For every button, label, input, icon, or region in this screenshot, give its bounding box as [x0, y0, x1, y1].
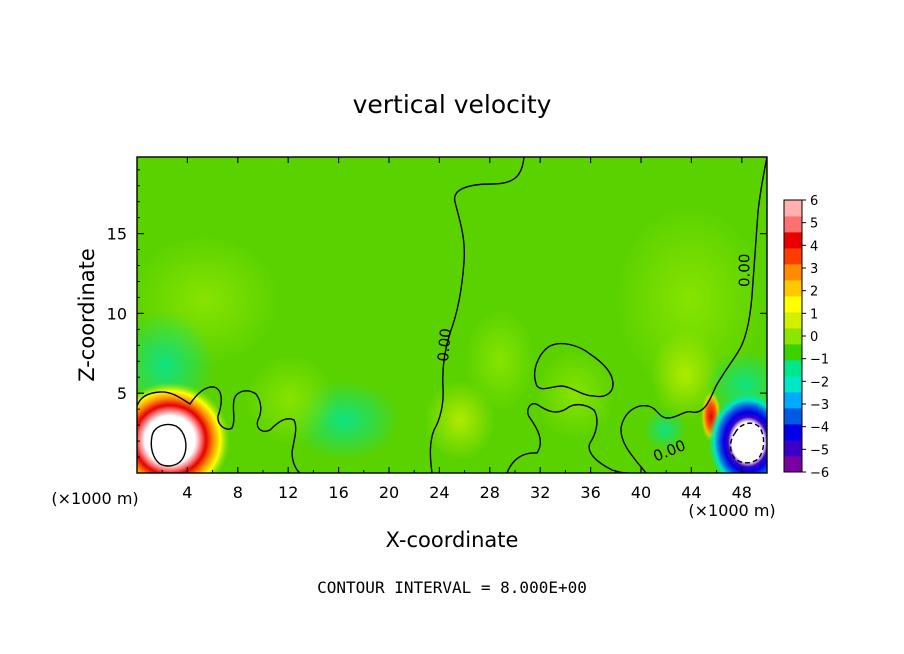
x-tick-label: 24	[429, 483, 449, 502]
field-blob	[245, 355, 335, 445]
chart-title: vertical velocity	[353, 90, 552, 119]
colorbar-segment	[784, 200, 802, 217]
y-axis-title: Z-coordinate	[75, 248, 99, 382]
contour-label: 0.00	[735, 254, 753, 287]
x-tick-label: 48	[732, 483, 752, 502]
y-tick-label: 15	[107, 225, 127, 244]
plot-area	[137, 157, 767, 473]
field-blob	[535, 350, 615, 440]
x-tick-label: 20	[379, 483, 399, 502]
zero-contour-left	[137, 386, 301, 473]
colorbar-tick-label: −1	[810, 353, 829, 368]
contour-interval-label: CONTOUR INTERVAL = 8.000E+00	[317, 578, 587, 597]
colorbar-segment	[784, 280, 802, 297]
colorbar: 6 5 4 3 2 1 0 −1 −2 −3 −4 −5 −6	[783, 194, 829, 481]
colorbar-segment	[784, 408, 802, 425]
colorbar-tick-label: 5	[810, 217, 818, 232]
zero-contour-right	[620, 157, 767, 473]
colorbar-segment	[784, 440, 802, 457]
y-tick-label: 10	[107, 304, 127, 323]
colorbar-tick-label: −6	[810, 466, 829, 481]
colorbar-segment	[784, 216, 802, 233]
zero-contour-middle	[506, 403, 629, 473]
contour-lines	[137, 157, 767, 473]
colorbar-segment	[784, 312, 802, 329]
downdraft-right	[708, 392, 767, 473]
colorbar-tick-label: −5	[810, 443, 829, 458]
field-blob	[465, 310, 535, 410]
colorbar-tick-label: −3	[810, 398, 829, 413]
x-tick-label: 40	[631, 483, 651, 502]
colorbar-tick-label: 0	[810, 330, 818, 345]
x-axis-ticks: 4 8 12 16 20 24 28 32 36 40 44 48	[161, 157, 768, 502]
y-unit-label: (×1000 m)	[51, 489, 138, 508]
y-axis-ticks: 5 10 15	[107, 169, 767, 458]
colorbar-tick-label: 1	[810, 307, 818, 322]
colorbar-segment	[784, 360, 802, 377]
colorbar-segment	[784, 328, 802, 345]
inner-contour-right	[729, 422, 765, 464]
x-axis-title: X-coordinate	[386, 528, 519, 552]
colorbar-tick-label: 2	[810, 285, 818, 300]
zero-contour-main	[429, 157, 525, 473]
x-tick-label: 44	[681, 483, 701, 502]
field-blob	[650, 330, 720, 420]
colorbar-segment	[784, 248, 802, 265]
updraft-left	[137, 382, 230, 473]
colorbar-segment	[784, 424, 802, 441]
colorbar-segment	[784, 344, 802, 361]
x-tick-label: 8	[233, 483, 243, 502]
x-tick-label: 16	[328, 483, 348, 502]
zero-contour-island	[533, 342, 614, 398]
colorbar-tick-label: 6	[810, 194, 818, 209]
colorbar-segment	[784, 296, 802, 313]
colorbar-segment	[784, 392, 802, 409]
x-tick-label: 36	[580, 483, 600, 502]
contour-label: 0.00	[434, 327, 455, 362]
colorbar-tick-label: −4	[810, 421, 829, 436]
inner-contour-left	[150, 423, 187, 467]
colorbar-tick-label: −2	[810, 375, 829, 390]
field-blob	[615, 205, 765, 395]
colorbar-tick-label: 3	[810, 262, 818, 277]
colorbar-segment	[784, 456, 802, 473]
plot-frame	[136, 156, 768, 474]
colorbar-tick-label: 4	[810, 239, 818, 254]
x-tick-label: 32	[530, 483, 550, 502]
x-tick-label: 28	[480, 483, 500, 502]
y-tick-label: 5	[117, 384, 127, 403]
colorbar-segment	[784, 232, 802, 249]
x-tick-label: 12	[278, 483, 298, 502]
field-blob	[643, 410, 687, 450]
colorbar-segment	[784, 264, 802, 281]
x-tick-label: 4	[182, 483, 192, 502]
x-unit-label: (×1000 m)	[688, 501, 775, 520]
colorbar-segment	[784, 376, 802, 393]
